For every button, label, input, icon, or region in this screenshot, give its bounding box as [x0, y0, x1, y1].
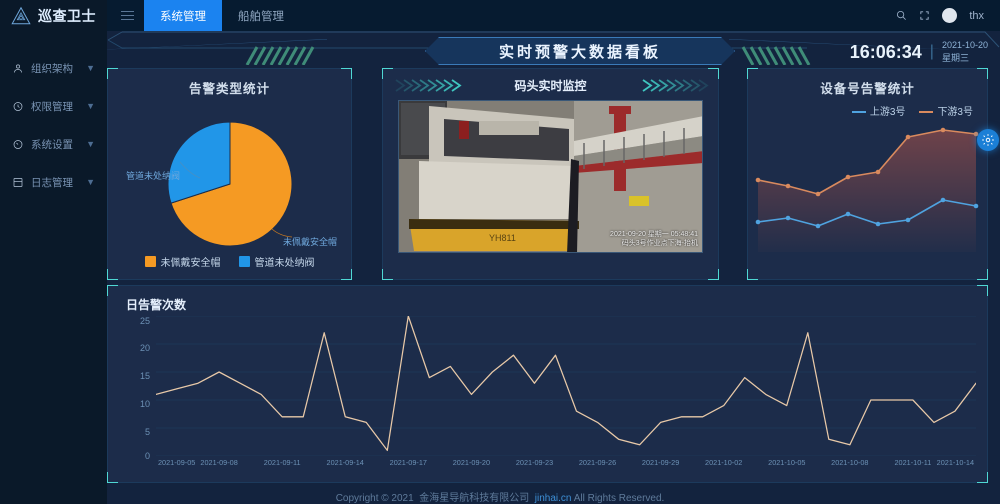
svg-text:YH811: YH811: [489, 233, 516, 243]
